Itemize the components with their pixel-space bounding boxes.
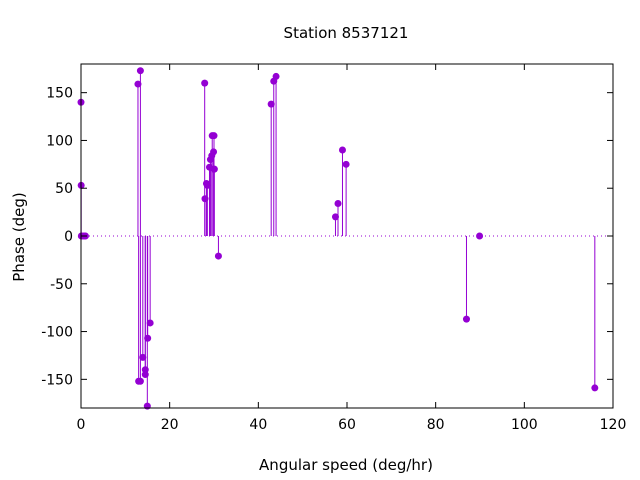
data-point xyxy=(136,377,144,385)
x-tick-label: 60 xyxy=(338,417,356,433)
x-tick-label: 20 xyxy=(161,417,179,433)
y-tick-label: -100 xyxy=(41,325,73,341)
data-point xyxy=(267,100,275,108)
chart-title: Station 8537121 xyxy=(284,24,409,42)
data-point xyxy=(136,67,144,75)
x-tick-label: 80 xyxy=(427,417,445,433)
y-tick-label: -150 xyxy=(41,372,73,388)
data-point xyxy=(144,334,152,342)
y-tick-label: 0 xyxy=(64,229,73,245)
y-tick-label: 50 xyxy=(55,181,73,197)
data-point xyxy=(272,72,280,80)
data-point xyxy=(210,165,218,173)
data-point xyxy=(591,384,599,392)
data-point xyxy=(331,213,339,221)
data-point xyxy=(201,79,209,87)
axis-ticks: 0 20 40 60 80 100 120 -150 -100 -50 0 50 100 150 xyxy=(41,64,626,433)
data-marks xyxy=(77,67,599,410)
data-point xyxy=(476,232,484,240)
data-point xyxy=(462,315,470,323)
x-tick-label: 0 xyxy=(77,417,86,433)
data-point xyxy=(134,80,142,88)
data-point xyxy=(143,402,151,410)
x-tick-label: 120 xyxy=(600,417,627,433)
y-tick-label: -50 xyxy=(50,277,73,293)
y-axis-label: Phase (deg) xyxy=(10,192,28,282)
y-tick-label: 150 xyxy=(46,86,73,102)
data-point xyxy=(338,146,346,154)
data-point xyxy=(210,132,218,140)
data-point xyxy=(146,319,154,327)
data-point xyxy=(139,353,147,361)
data-point xyxy=(334,200,342,208)
x-axis-label: Angular speed (deg/hr) xyxy=(259,456,433,474)
y-tick-label: 100 xyxy=(46,133,73,149)
x-tick-label: 100 xyxy=(511,417,538,433)
data-point xyxy=(214,252,222,260)
data-point xyxy=(342,160,350,168)
plot-area: 0 20 40 60 80 100 120 -150 -100 -50 0 50 100 150 xyxy=(41,63,626,433)
x-tick-label: 40 xyxy=(249,417,267,433)
data-point xyxy=(210,148,218,156)
